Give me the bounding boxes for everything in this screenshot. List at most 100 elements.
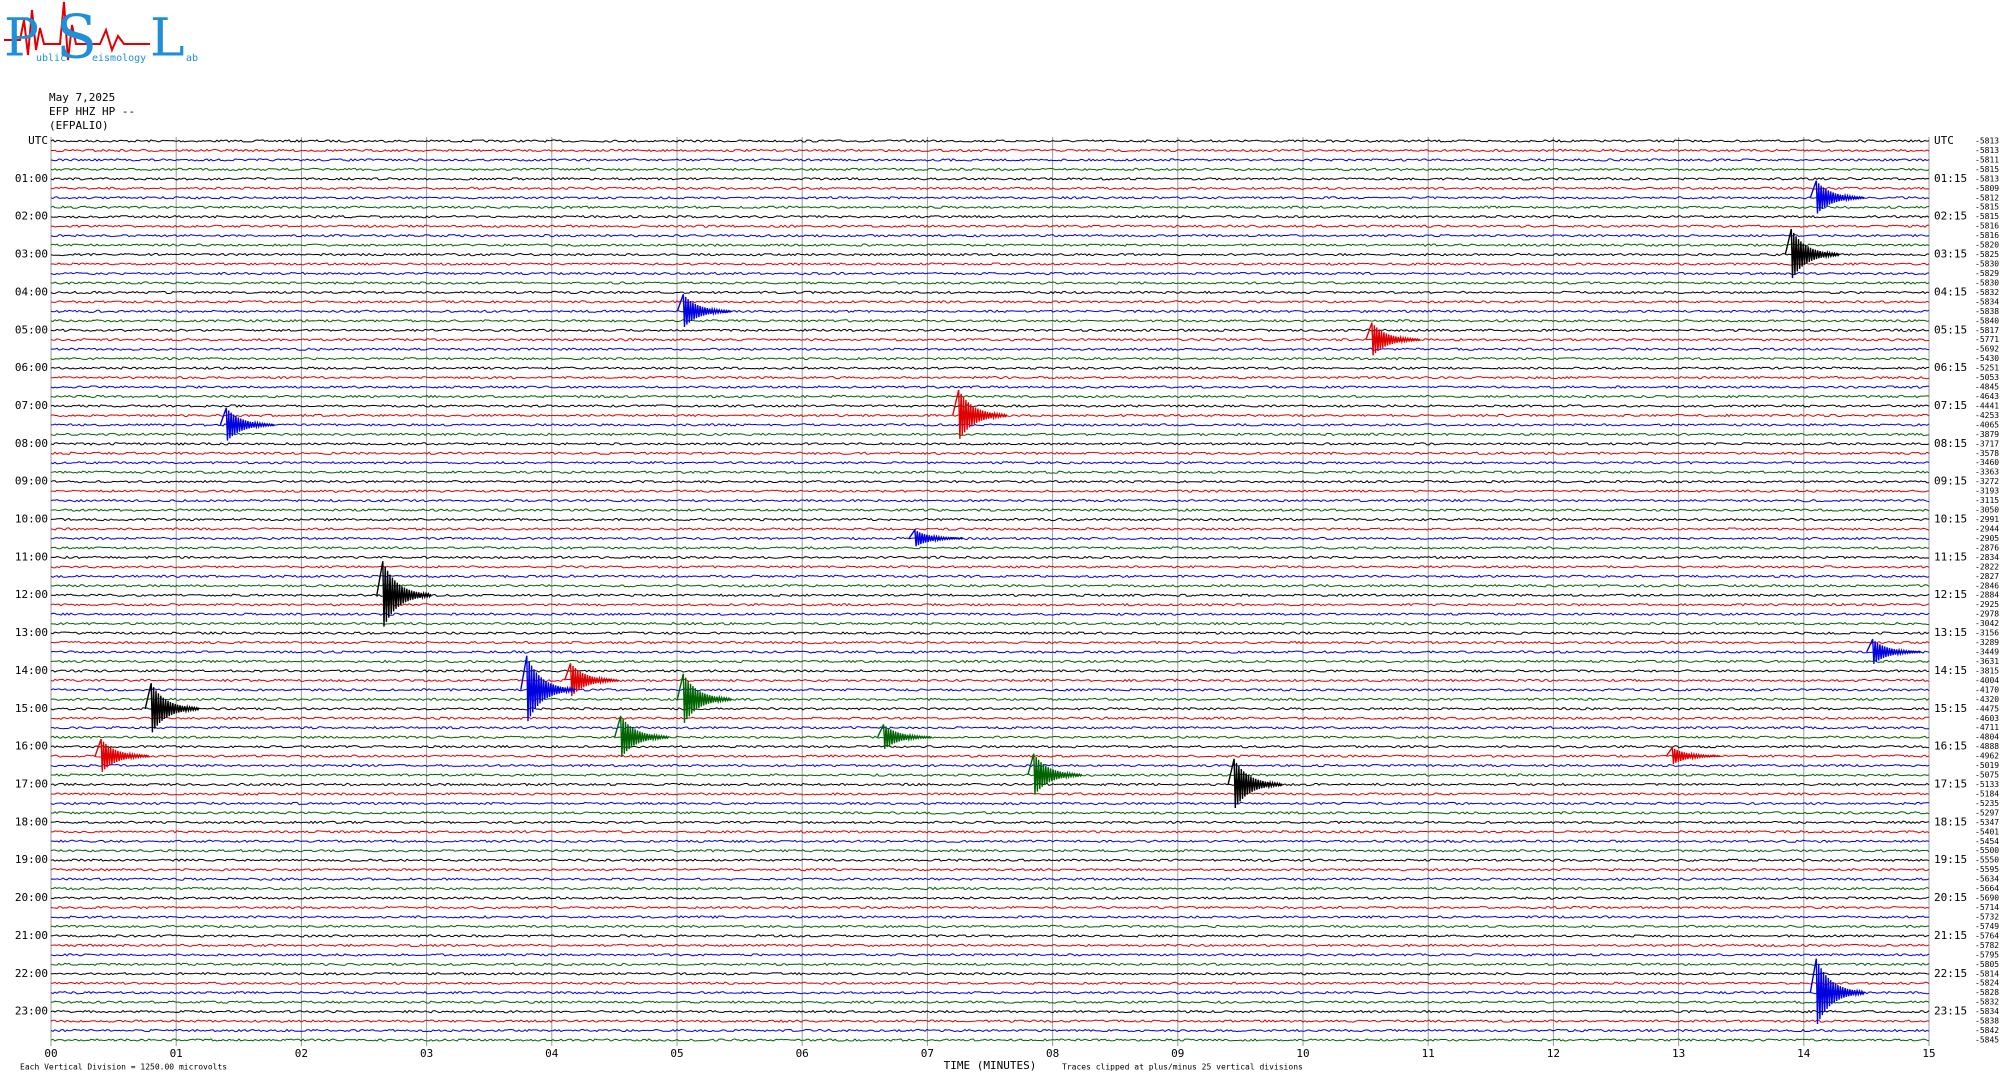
trace [50, 271, 1930, 276]
x-tick-label: 09 [1171, 1047, 1184, 1060]
hour-label-right: 11:15 [1934, 550, 1967, 563]
trace-offset: -5430 [1975, 354, 1999, 363]
hour-label-right: 04:15 [1934, 285, 1967, 298]
hour-label: 17:00 [15, 777, 48, 790]
trace [50, 318, 1930, 323]
x-tick-label: 07 [921, 1047, 934, 1060]
x-tick-label: 08 [1046, 1047, 1059, 1060]
trace [50, 309, 1930, 314]
trace [50, 262, 1930, 266]
hour-label: 16:00 [15, 740, 48, 753]
trace [50, 233, 1930, 238]
x-tick-label: 02 [295, 1047, 308, 1060]
trace [50, 763, 1930, 768]
trace [50, 432, 1930, 437]
trace [51, 1000, 1930, 1004]
hour-label: 18:00 [15, 815, 48, 828]
hour-label-right: 19:15 [1934, 853, 1967, 866]
trace [50, 375, 1930, 380]
trace [50, 347, 1930, 351]
trace-offset: -4643 [1975, 392, 1999, 401]
trace [50, 934, 1930, 938]
trace-offset: -5235 [1975, 799, 1999, 808]
hour-label-right: 10:15 [1934, 513, 1967, 526]
trace [50, 1009, 1930, 1014]
trace-offset: -5297 [1975, 808, 1999, 817]
trace-offset: -5815 [1975, 203, 1999, 212]
x-tick-label: 11 [1422, 1047, 1435, 1060]
hour-label: 11:00 [15, 550, 48, 563]
logo-letter: L [150, 9, 185, 69]
trace [50, 177, 1930, 181]
logo-letter: P [4, 9, 39, 69]
hour-label-right: 06:15 [1934, 361, 1967, 374]
trace [50, 725, 1929, 730]
trace [50, 252, 1930, 257]
trace-offset: -5830 [1975, 278, 1999, 287]
trace-offset: -4711 [1975, 723, 1999, 732]
seismic-event [1665, 745, 1721, 764]
trace-offset: -5812 [1975, 193, 1999, 202]
seismic-event [376, 561, 432, 627]
trace-offset: -5828 [1975, 988, 1999, 997]
trace-offset: -2905 [1975, 534, 1999, 543]
trace-offset: -5816 [1975, 222, 1999, 231]
hour-label: 01:00 [15, 172, 48, 185]
seismic-event [144, 683, 200, 733]
trace [50, 300, 1930, 304]
hour-label-right: 03:15 [1934, 248, 1967, 261]
trace-offset: -5813 [1975, 146, 1999, 155]
trace [50, 905, 1930, 910]
trace-offset: -2822 [1975, 562, 1999, 571]
trace-offset: -5809 [1975, 184, 1999, 193]
hour-label: 03:00 [15, 248, 48, 261]
trace-offset: -5829 [1975, 269, 1999, 278]
trace [50, 243, 1930, 247]
trace [50, 971, 1930, 976]
trace-offset: -3115 [1975, 496, 1999, 505]
trace [50, 659, 1930, 664]
trace [50, 337, 1930, 342]
hour-label: 06:00 [15, 361, 48, 374]
trace-offset: -4441 [1975, 401, 1999, 410]
trace [50, 555, 1930, 560]
trace-offset: -3193 [1975, 487, 1999, 496]
trace [50, 1028, 1930, 1033]
x-tick-label: 15 [1922, 1047, 1935, 1060]
trace [50, 877, 1930, 881]
trace-offset: -5825 [1975, 250, 1999, 259]
trace [50, 281, 1930, 285]
trace-offset: -5251 [1975, 364, 1999, 373]
trace [50, 498, 1930, 503]
seismic-event [520, 655, 576, 722]
trace-offset: -5692 [1975, 345, 1999, 354]
hour-label-right: UTC [1934, 134, 1954, 147]
trace-offset: -4004 [1975, 676, 1999, 685]
trace [50, 205, 1930, 210]
trace [50, 867, 1930, 872]
trace-offset: -5184 [1975, 789, 1999, 798]
hour-label: 22:00 [15, 967, 48, 980]
trace [50, 366, 1930, 370]
x-tick-label: 05 [670, 1047, 683, 1060]
trace [50, 328, 1930, 332]
hour-label-right: 13:15 [1934, 626, 1967, 639]
clip-note: Traces clipped at plus/minus 25 vertical… [1062, 1063, 1303, 1072]
seismic-event [563, 663, 620, 697]
trace-offset: -4845 [1975, 383, 1999, 392]
trace [50, 678, 1930, 683]
x-tick-label: 06 [796, 1047, 809, 1060]
trace [50, 602, 1930, 607]
hour-label: 23:00 [15, 1005, 48, 1018]
trace-offset: -2884 [1975, 591, 1999, 600]
hour-label: 19:00 [15, 853, 48, 866]
trace [50, 707, 1930, 711]
trace [50, 754, 1930, 758]
logo-word: ublic [36, 53, 66, 64]
trace [51, 148, 1930, 153]
seismic-event [94, 738, 150, 772]
trace [50, 820, 1930, 825]
trace-offset: -3363 [1975, 468, 1999, 477]
trace-offset: -2827 [1975, 572, 1999, 581]
trace [50, 811, 1930, 815]
